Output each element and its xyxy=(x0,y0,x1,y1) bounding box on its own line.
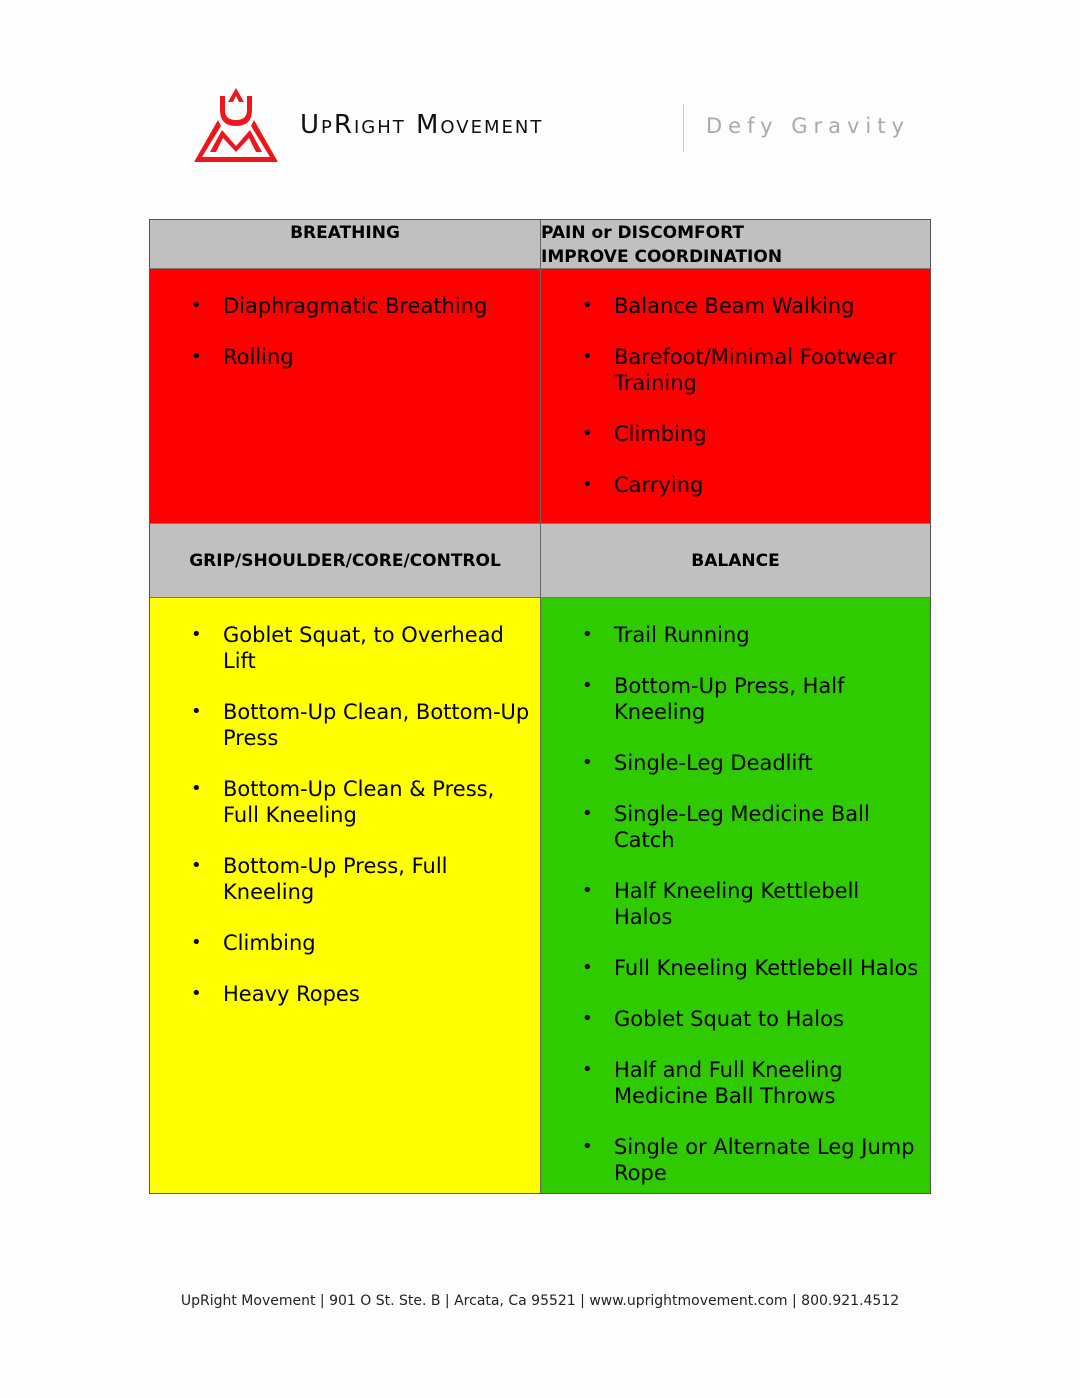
header-balance: BALANCE xyxy=(540,524,930,598)
exercise-table: BREATHING PAIN or DISCOMFORT IMPROVE COO… xyxy=(149,219,931,1194)
brand-name: UpRight Movement xyxy=(300,110,544,140)
list-item: Rolling xyxy=(191,344,530,370)
upright-movement-logo xyxy=(194,88,278,162)
list-item: Heavy Ropes xyxy=(191,981,530,1007)
breathing-cell: Diaphragmatic Breathing Rolling xyxy=(150,269,540,524)
header-text: BALANCE xyxy=(691,550,780,571)
list-item: Barefoot/Minimal Footwear Training xyxy=(582,344,920,396)
list-item: Bottom-Up Press, Full Kneeling xyxy=(191,853,530,905)
list-item: Balance Beam Walking xyxy=(582,293,920,319)
header-divider xyxy=(683,104,684,152)
list-item: Goblet Squat to Halos xyxy=(582,1006,920,1032)
list-item: Carrying xyxy=(582,472,920,498)
header-text: IMPROVE COORDINATION xyxy=(541,247,783,267)
list-item: Half Kneeling Kettlebell Halos xyxy=(582,878,920,930)
list-item: Diaphragmatic Breathing xyxy=(191,293,530,319)
header-pain-coordination: PAIN or DISCOMFORT IMPROVE COORDINATION xyxy=(540,220,930,269)
list-item: Full Kneeling Kettlebell Halos xyxy=(582,955,920,981)
list-item: Climbing xyxy=(582,421,920,447)
list-item: Half and Full Kneeling Medicine Ball Thr… xyxy=(582,1057,920,1109)
header-text: PAIN or DISCOMFORT xyxy=(541,223,745,243)
list-item: Single-Leg Deadlift xyxy=(582,750,920,776)
list-item: Bottom-Up Clean, Bottom-Up Press xyxy=(191,699,530,751)
list-item: Goblet Squat, to Overhead Lift xyxy=(191,622,530,674)
list-item: Trail Running xyxy=(582,622,920,648)
list-item: Single or Alternate Leg Jump Rope xyxy=(582,1134,920,1186)
list-item: Bottom-Up Press, Half Kneeling xyxy=(582,673,920,725)
footer-contact: UpRight Movement | 901 O St. Ste. B | Ar… xyxy=(180,1293,900,1309)
header-grip: GRIP/SHOULDER/CORE/CONTROL xyxy=(150,524,540,598)
tagline: Defy Gravity xyxy=(706,114,910,138)
coordination-cell: Balance Beam Walking Barefoot/Minimal Foo… xyxy=(540,269,930,524)
grip-cell: Goblet Squat, to Overhead Lift Bottom-Up … xyxy=(150,598,540,1193)
header-text: BREATHING xyxy=(290,223,400,243)
list-item: Climbing xyxy=(191,930,530,956)
header-text: GRIP/SHOULDER/CORE/CONTROL xyxy=(189,550,501,571)
list-item: Single-Leg Medicine Ball Catch xyxy=(582,801,920,853)
header-breathing: BREATHING xyxy=(150,220,540,269)
list-item: Bottom-Up Clean & Press, Full Kneeling xyxy=(191,776,530,828)
balance-cell: Trail Running Bottom-Up Press, Half Kneel… xyxy=(540,598,930,1193)
